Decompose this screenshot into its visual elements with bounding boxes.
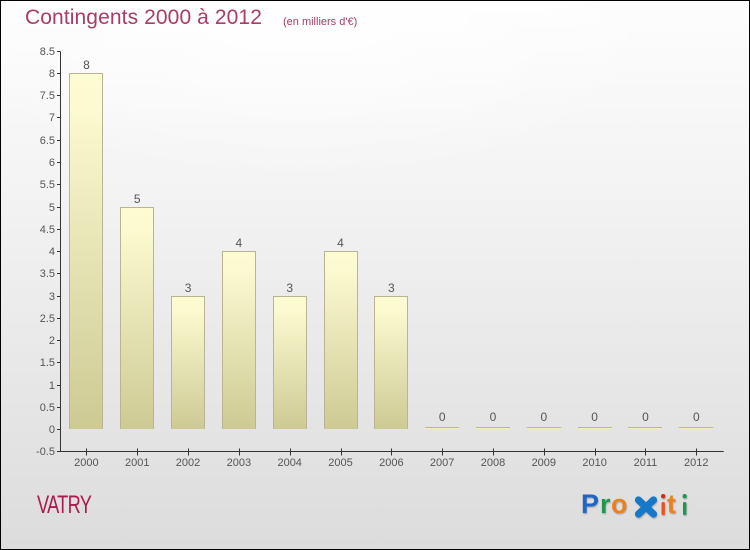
svg-text:o: o xyxy=(611,489,627,519)
svg-text:r: r xyxy=(600,489,611,519)
svg-text:P: P xyxy=(581,489,599,519)
svg-text:t: t xyxy=(667,489,676,519)
